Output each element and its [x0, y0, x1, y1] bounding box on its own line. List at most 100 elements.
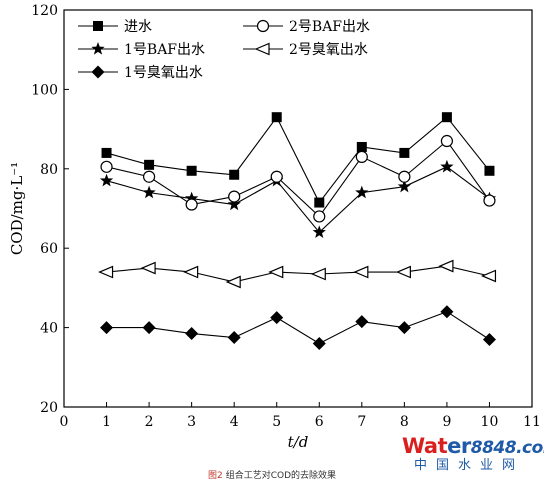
data-point: [183, 265, 199, 279]
x-tick-label: 8: [400, 414, 409, 430]
y-tick-label: 20: [40, 400, 58, 416]
data-point: [144, 159, 155, 170]
data-point: [313, 210, 326, 223]
legend-entry: 1号臭氧出水: [78, 65, 203, 81]
data-point: [142, 185, 156, 199]
x-tick-label: 9: [442, 414, 451, 430]
data-point: [142, 170, 156, 183]
legend-label: 1号BAF出水: [124, 42, 205, 58]
data-point: [99, 173, 114, 187]
data-point: [184, 191, 199, 205]
data-point: [397, 179, 412, 193]
data-point: [101, 147, 112, 158]
y-tick-label: 60: [40, 241, 58, 257]
series-1: [101, 112, 495, 208]
data-point: [355, 150, 368, 163]
data-point: [91, 42, 105, 55]
y-axis-title: COD/mg·L⁻¹: [8, 162, 26, 255]
watermark-brand-domain: .com: [516, 438, 544, 458]
data-point: [440, 305, 454, 319]
plot-frame: [63, 9, 533, 408]
data-point: [441, 112, 452, 123]
data-point: [314, 197, 325, 208]
data-point: [91, 65, 105, 79]
chart-axes: 0 1 2 3 4 5 6 7 8 9 10 11 20 40 60 80 100 120 t/d COD/mg·L⁻…: [8, 3, 541, 451]
legend-entry: 2号BAF出水: [243, 19, 370, 35]
legend-label: 1号臭氧出水: [124, 65, 203, 81]
x-tick-label: 2: [145, 414, 154, 430]
x-axis-title: t/d: [288, 433, 309, 451]
data-point: [270, 170, 283, 183]
series-4: [100, 134, 496, 223]
data-point: [482, 333, 496, 347]
data-point: [440, 159, 454, 173]
figure-number: 图2: [207, 471, 223, 481]
data-point: [397, 321, 411, 335]
x-tick-label: 6: [315, 414, 324, 430]
watermark-brand-part1: Wat: [402, 434, 448, 458]
data-point: [227, 331, 241, 345]
data-point: [100, 160, 113, 173]
data-point: [271, 112, 282, 123]
series-line: [106, 116, 490, 204]
y-tick-label: 100: [31, 82, 58, 98]
series-2: [99, 159, 497, 238]
data-point: [186, 165, 197, 176]
data-point: [100, 321, 114, 335]
data-point: [268, 265, 284, 279]
data-point: [185, 198, 198, 211]
data-point: [270, 311, 284, 325]
data-point: [98, 265, 114, 279]
legend-entry: 进水: [78, 19, 152, 35]
chart-legend: 进水 1号BAF出水 1号臭氧出水 2号BAF出水 2号臭氧出水: [78, 19, 370, 81]
data-point: [440, 134, 454, 148]
data-point: [355, 185, 369, 199]
watermark-brand-number: 8848: [470, 438, 517, 458]
data-point: [140, 261, 156, 275]
data-point: [142, 321, 156, 335]
data-point: [310, 267, 326, 281]
y-tick-label: 80: [40, 162, 58, 178]
data-point: [228, 190, 241, 203]
series-5: [98, 259, 497, 289]
x-tick-label: 3: [187, 414, 196, 430]
data-point: [355, 315, 369, 329]
series-line: [106, 140, 490, 218]
data-point: [356, 141, 367, 152]
data-point: [484, 165, 495, 176]
chart-series: [98, 112, 497, 350]
legend-entry: 1号BAF出水: [78, 42, 205, 58]
data-point: [256, 19, 270, 33]
legend-label: 2号臭氧出水: [289, 42, 368, 58]
y-tick-label: 120: [31, 3, 58, 19]
data-point: [254, 42, 270, 56]
figure-caption-text: 组合工艺对COD的去除效果: [225, 471, 337, 481]
x-tick-label: 5: [272, 414, 281, 430]
data-point: [229, 169, 240, 180]
legend-label: 进水: [124, 19, 152, 35]
data-point: [483, 194, 496, 207]
x-tick-label: 10: [481, 414, 499, 430]
x-tick-label: 11: [523, 414, 541, 430]
data-point: [399, 147, 410, 158]
data-point: [438, 259, 454, 273]
figure-caption: 图2 组合工艺对COD的去除效果: [0, 468, 544, 481]
data-point: [227, 197, 241, 211]
series-3: [100, 305, 496, 350]
watermark-brand-part2: er: [447, 434, 471, 458]
data-point: [398, 170, 411, 183]
data-point: [185, 327, 199, 341]
data-point: [395, 265, 411, 279]
data-point: [353, 265, 369, 279]
data-point: [312, 336, 326, 350]
series-line: [106, 311, 490, 345]
legend-entry: 2号臭氧出水: [243, 42, 368, 58]
legend-label: 2号BAF出水: [289, 19, 370, 35]
x-tick-label: 0: [60, 414, 69, 430]
watermark-subtitle: 中国水业网: [414, 458, 525, 473]
x-tick-label: 7: [357, 414, 366, 430]
x-tick-label: 1: [102, 414, 111, 430]
series-line: [106, 166, 490, 234]
x-tick-label: 4: [230, 414, 239, 430]
